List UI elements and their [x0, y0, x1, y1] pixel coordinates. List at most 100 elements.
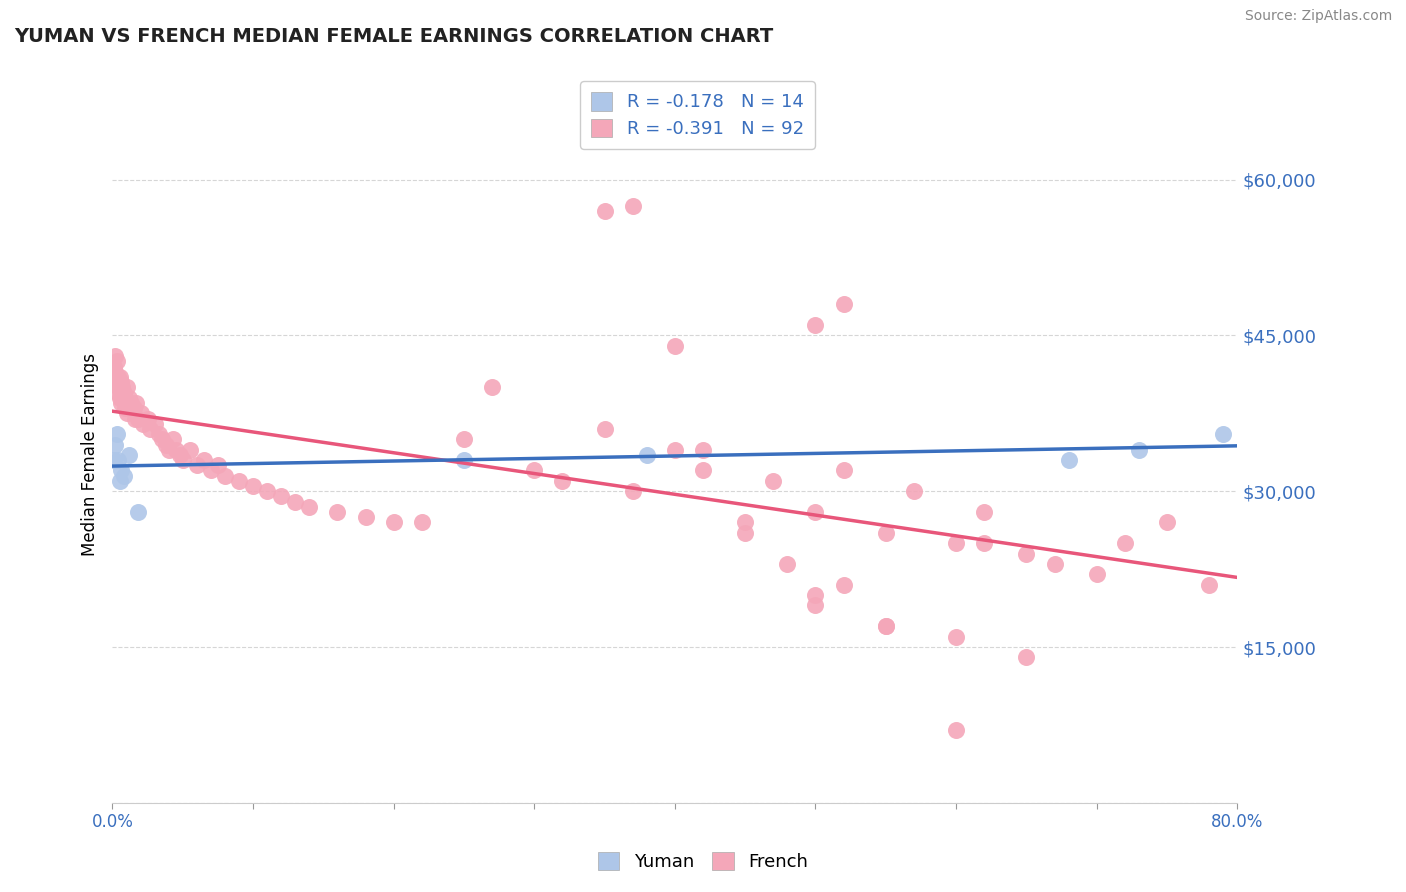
Point	[945, 723, 967, 738]
Point	[1043, 557, 1066, 571]
Point	[832, 297, 855, 311]
Legend: R = -0.178   N = 14, R = -0.391   N = 92: R = -0.178 N = 14, R = -0.391 N = 92	[579, 81, 815, 149]
Point	[664, 442, 686, 457]
Point	[1212, 427, 1234, 442]
Point	[104, 365, 127, 379]
Point	[945, 630, 967, 644]
Point	[1198, 578, 1220, 592]
Point	[256, 484, 278, 499]
Point	[139, 422, 162, 436]
Point	[298, 500, 321, 514]
Point	[1085, 567, 1108, 582]
Point	[112, 385, 135, 400]
Point	[762, 474, 785, 488]
Point	[481, 380, 503, 394]
Point	[107, 370, 129, 384]
Point	[118, 448, 141, 462]
Point	[104, 437, 127, 451]
Point	[1156, 516, 1178, 530]
Text: Source: ZipAtlas.com: Source: ZipAtlas.com	[1244, 9, 1392, 23]
Point	[179, 442, 201, 457]
Point	[903, 484, 925, 499]
Point	[734, 516, 756, 530]
Legend: Yuman, French: Yuman, French	[591, 845, 815, 879]
Point	[162, 433, 184, 447]
Point	[186, 458, 208, 473]
Point	[122, 401, 145, 416]
Point	[115, 406, 138, 420]
Point	[214, 468, 236, 483]
Point	[115, 380, 138, 394]
Point	[118, 391, 141, 405]
Point	[284, 494, 307, 508]
Y-axis label: Median Female Earnings: Median Female Earnings	[80, 353, 98, 557]
Point	[875, 619, 897, 633]
Point	[127, 505, 149, 519]
Point	[108, 474, 131, 488]
Point	[804, 318, 827, 332]
Point	[165, 442, 187, 457]
Point	[593, 422, 616, 436]
Point	[107, 380, 129, 394]
Point	[354, 510, 377, 524]
Point	[143, 417, 166, 431]
Point	[207, 458, 229, 473]
Point	[875, 619, 897, 633]
Point	[1114, 536, 1136, 550]
Point	[270, 490, 292, 504]
Point	[112, 468, 135, 483]
Point	[148, 427, 170, 442]
Point	[1057, 453, 1080, 467]
Point	[621, 484, 644, 499]
Point	[193, 453, 215, 467]
Point	[875, 525, 897, 540]
Point	[129, 406, 152, 420]
Point	[453, 453, 475, 467]
Point	[411, 516, 433, 530]
Point	[132, 417, 155, 431]
Point	[169, 448, 191, 462]
Point	[973, 536, 995, 550]
Point	[692, 442, 714, 457]
Point	[105, 354, 128, 368]
Point	[105, 376, 128, 390]
Point	[108, 391, 131, 405]
Point	[636, 448, 658, 462]
Point	[1128, 442, 1150, 457]
Point	[832, 578, 855, 592]
Point	[104, 349, 127, 363]
Point	[242, 479, 264, 493]
Point	[734, 525, 756, 540]
Point	[804, 505, 827, 519]
Point	[804, 599, 827, 613]
Point	[110, 376, 132, 390]
Point	[551, 474, 574, 488]
Point	[105, 427, 128, 442]
Point	[1015, 547, 1038, 561]
Text: YUMAN VS FRENCH MEDIAN FEMALE EARNINGS CORRELATION CHART: YUMAN VS FRENCH MEDIAN FEMALE EARNINGS C…	[14, 27, 773, 45]
Point	[382, 516, 405, 530]
Point	[110, 396, 132, 410]
Point	[1015, 650, 1038, 665]
Point	[110, 463, 132, 477]
Point	[103, 359, 125, 374]
Point	[453, 433, 475, 447]
Point	[103, 453, 125, 467]
Point	[326, 505, 349, 519]
Point	[172, 453, 194, 467]
Point	[114, 401, 136, 416]
Point	[200, 463, 222, 477]
Point	[124, 411, 146, 425]
Point	[120, 396, 142, 410]
Point	[692, 463, 714, 477]
Point	[111, 380, 134, 394]
Point	[108, 370, 131, 384]
Point	[150, 433, 173, 447]
Point	[127, 411, 149, 425]
Point	[804, 588, 827, 602]
Point	[107, 385, 129, 400]
Point	[157, 442, 180, 457]
Point	[523, 463, 546, 477]
Point	[664, 339, 686, 353]
Point	[136, 411, 159, 425]
